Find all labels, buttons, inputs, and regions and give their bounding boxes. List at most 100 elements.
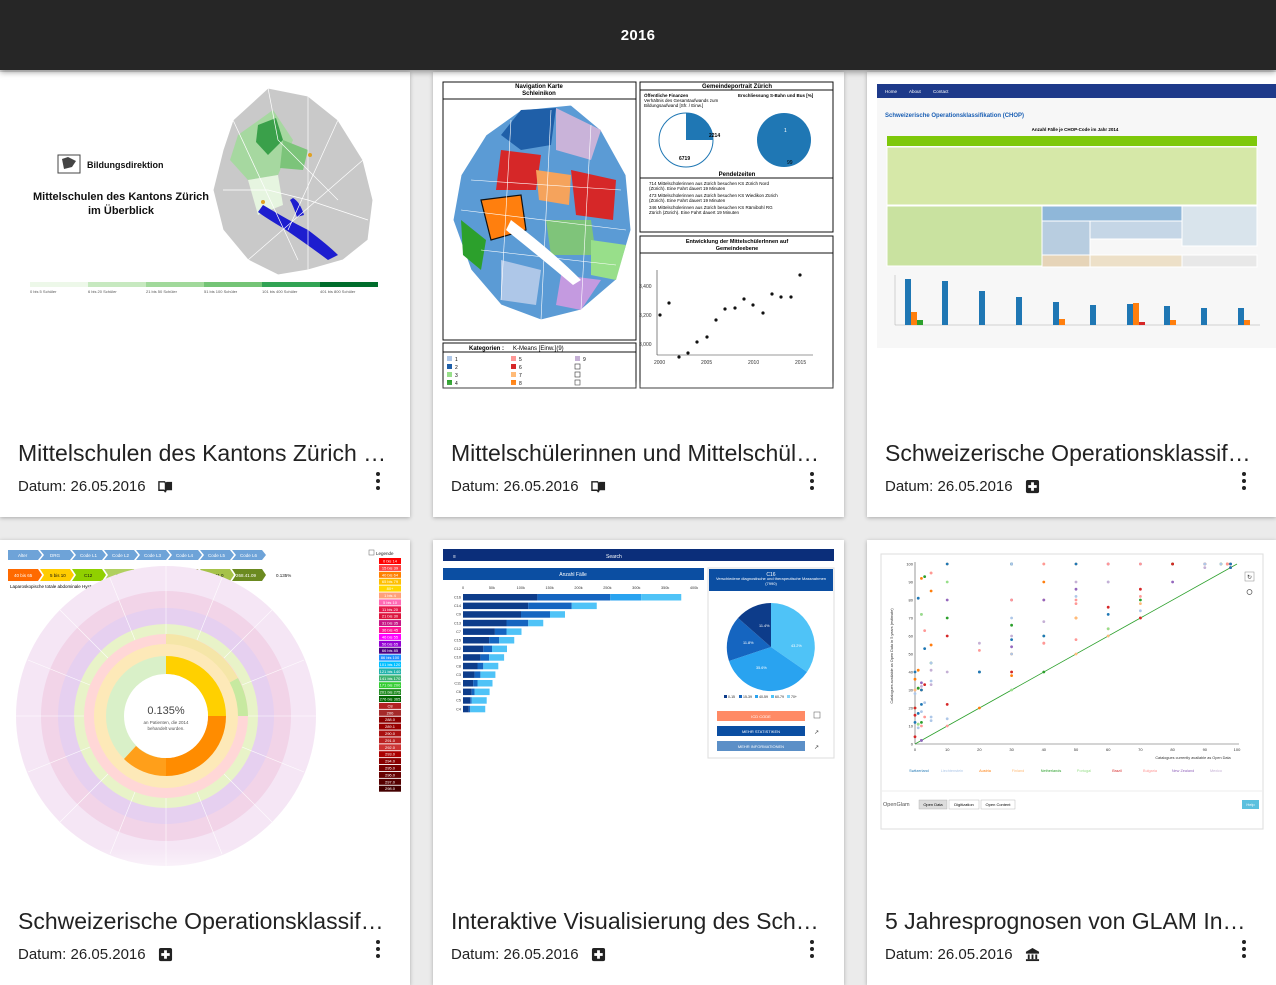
scatter-point[interactable] [923,629,927,632]
scatter-point[interactable] [1139,562,1142,566]
scatter-point[interactable] [1042,641,1046,645]
scatter-point[interactable] [916,712,920,715]
scatter-point[interactable] [913,721,917,724]
scatter-point[interactable] [913,735,917,739]
bar-segment[interactable] [463,688,472,696]
scatter-point[interactable] [923,575,927,578]
bar-segment[interactable] [494,628,507,635]
scatter-point[interactable] [1042,598,1046,602]
scatter-point[interactable] [1010,688,1013,692]
bar-segment[interactable] [528,619,544,627]
breadcrumb-item[interactable]: Code L3 [144,553,162,558]
card-item[interactable]: Bildungsdirektion Mittelschulen des Kant… [0,72,410,517]
scatter-point[interactable] [920,685,923,688]
scatter-point[interactable] [1139,616,1142,620]
scatter-point[interactable] [923,715,927,719]
footer-tab[interactable]: Open Data [923,802,943,807]
bar-segment[interactable] [610,594,642,601]
scatter-point[interactable] [1139,587,1142,591]
scatter-point[interactable] [1074,616,1078,620]
categories-select[interactable]: K-Means [Einw.](9) [513,346,564,352]
bar-segment[interactable] [480,671,496,678]
scatter-point[interactable] [1010,638,1013,641]
scatter-point[interactable] [929,661,933,665]
breadcrumb-item[interactable]: Code L5 [208,553,226,558]
card-thumbnail[interactable]: Home About Contact Schweizerische Operat… [875,80,1276,410]
bar-segment[interactable] [550,611,565,618]
scatter-point[interactable] [923,647,927,650]
nav-link[interactable]: Contact [933,89,949,94]
scatter-point[interactable] [945,562,949,566]
scatter-point[interactable] [1171,562,1174,566]
scatter-point[interactable] [916,668,920,672]
legend-label[interactable]: New Zealand [1172,769,1194,773]
scatter-point[interactable] [1229,566,1232,569]
scatter-point[interactable] [916,726,920,730]
bar-segment[interactable] [489,637,500,644]
card-item[interactable]: 100 90 80 70 60 50 40 30 20 10 0 0 10 20 30 40 50 60 70 80… [867,540,1276,985]
scatter-point[interactable] [920,613,923,616]
bar-segment[interactable] [641,594,682,601]
bar-segment[interactable] [463,697,471,704]
scatter-point[interactable] [929,715,933,719]
scatter-point[interactable] [1171,580,1174,584]
breadcrumb-item[interactable]: Code L6 [240,553,258,558]
scatter-point[interactable] [929,643,933,647]
more-options-button[interactable] [802,938,822,960]
card-thumbnail[interactable]: Navigation Karte Schleinikon Kategorien … [441,80,836,410]
scatter-point[interactable] [1074,638,1078,641]
scatter-point[interactable] [945,616,949,620]
nav-link[interactable]: Home [885,89,898,94]
scatter-point[interactable] [978,670,981,674]
bar-segment[interactable] [483,662,499,670]
scatter-point[interactable] [1042,670,1046,674]
bar-segment[interactable] [489,654,505,661]
bar-segment[interactable] [463,645,484,653]
breadcrumb-item[interactable]: Code L4 [176,553,194,558]
bar-segment[interactable] [528,602,572,610]
card-title[interactable]: Mittelschulen des Kantons Zürich im Über… [18,440,388,466]
breadcrumb-item[interactable]: DRG [50,553,60,558]
external-link-icon[interactable]: ↗ [814,730,819,736]
card-thumbnail[interactable]: 100 90 80 70 60 50 40 30 20 10 0 0 10 20 30 40 50 60 70 80… [875,548,1276,878]
bar-segment[interactable] [463,662,478,670]
bar-segment[interactable] [463,705,469,713]
target-icon[interactable] [1246,589,1253,595]
panel-button[interactable]: MEHR STATISTIKEN [742,729,780,734]
scatter-point[interactable] [916,722,920,726]
scatter-point[interactable] [920,721,923,724]
scatter-point[interactable] [978,706,981,710]
bar-segment[interactable] [483,645,492,653]
scatter-point[interactable] [1010,670,1013,674]
bar-segment[interactable] [492,645,507,653]
legend-label[interactable]: Bulgaria [1143,769,1158,773]
scatter-point[interactable] [945,703,949,706]
scatter-point[interactable] [1139,602,1142,605]
scatter-point[interactable] [1042,562,1046,566]
card-title[interactable]: Schweizerische Operationsklassifikation … [885,440,1254,466]
scatter-point[interactable] [978,649,981,652]
scatter-point[interactable] [913,688,917,692]
bar-segment[interactable] [477,662,484,670]
bar-segment[interactable] [521,611,550,618]
scatter-point[interactable] [945,670,949,674]
footer-tab[interactable]: Digitization [954,802,974,807]
scatter-point[interactable] [920,739,923,742]
card-item[interactable]: ≡ Search Anzahl Fälle 0 50k 100k 150k 200k 25… [433,540,844,985]
card-thumbnail[interactable]: Bildungsdirektion Mittelschulen des Kant… [8,80,402,410]
scatter-point[interactable] [920,710,923,713]
external-link-icon[interactable]: ↗ [814,745,819,751]
scatter-point[interactable] [923,701,927,704]
scatter-point[interactable] [1074,652,1078,656]
scatter-point[interactable] [978,641,981,645]
scatter-point[interactable] [1139,595,1142,598]
scatter-point[interactable] [1010,674,1013,677]
refresh-icon[interactable]: ↻ [1247,574,1252,581]
bar-segment[interactable] [471,688,475,696]
scatter-point[interactable] [1010,616,1013,620]
card-title[interactable]: Schweizerische Operationsklassifikation … [18,908,388,934]
panel-button[interactable]: MEHR INFORMATIONEN [738,744,784,749]
scatter-point[interactable] [1203,562,1207,566]
card-item[interactable]: Navigation Karte Schleinikon Kategorien … [433,72,844,517]
scatter-point[interactable] [929,571,933,575]
